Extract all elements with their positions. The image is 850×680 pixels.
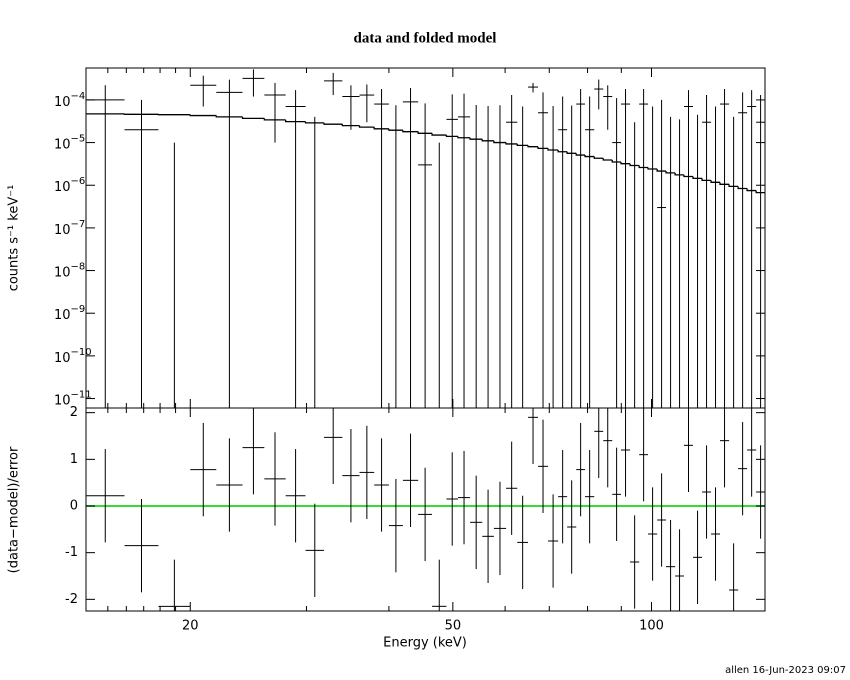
y-tick-label: 2 [70, 405, 78, 420]
model-step [323, 122, 343, 125]
y-tick-label: 10−4 [54, 91, 85, 110]
y-tick-label: 10−5 [54, 134, 85, 153]
y-tick-exp: −4 [71, 91, 86, 102]
model-step [665, 171, 676, 174]
model-step [431, 133, 447, 136]
y-tick-exp: −5 [71, 134, 86, 145]
y-tick-label: -1 [65, 545, 78, 560]
y-axis-label: (data−model)/error [7, 446, 22, 573]
model-step [719, 182, 730, 185]
model-step [341, 124, 360, 127]
model-step [527, 145, 539, 148]
model-step [629, 163, 640, 167]
model-step [241, 116, 265, 119]
plot-frame [85, 407, 766, 612]
y-tick-label: 10−9 [54, 304, 85, 323]
model-step [417, 131, 433, 134]
y-tick-exp: −7 [71, 219, 86, 230]
model-step [728, 184, 739, 188]
x-tick-label: 100 [639, 619, 664, 634]
model-step [620, 162, 631, 165]
y-tick-label: 10−7 [54, 219, 85, 238]
model-step [701, 178, 712, 182]
model-step [737, 186, 748, 190]
model-step [575, 153, 586, 156]
y-tick-base: 10 [54, 265, 71, 280]
model-step [638, 165, 649, 169]
y-tick-exp: −9 [71, 304, 86, 315]
axes: 20 50 10010−410−510−610−710−810−910−1010−1… [54, 67, 766, 634]
model-step [537, 146, 549, 150]
model-step [755, 190, 765, 194]
x-axis-label: Energy (keV) [383, 636, 467, 651]
model-step [746, 188, 757, 192]
model-step [566, 151, 577, 154]
model-step [505, 142, 518, 145]
model-step [611, 160, 621, 163]
y-tick-exp: −10 [71, 347, 92, 358]
model-step [493, 140, 507, 144]
model-step [215, 115, 243, 118]
y-tick-base: 10 [54, 222, 71, 237]
x-tick-label: 20 [182, 619, 199, 634]
y-tick-base: 10 [54, 308, 71, 323]
y-tick-base: 10 [54, 350, 71, 365]
model-step [304, 121, 325, 124]
y-tick-base: 10 [54, 180, 71, 195]
model-step [647, 167, 658, 170]
model-step [189, 114, 217, 117]
model-step [457, 136, 471, 139]
model-step [710, 180, 720, 183]
y-tick-label: 1 [70, 452, 78, 467]
y-tick-base: 10 [54, 393, 71, 408]
footer: allen 16-Jun-2023 09:07 [725, 665, 846, 676]
model-step [516, 143, 529, 147]
model-step [358, 125, 375, 128]
y-tick-label: 10−11 [54, 390, 92, 409]
model-step [481, 139, 494, 142]
model-step [656, 169, 667, 172]
model-step [373, 127, 389, 130]
y-tick-label: 10−8 [54, 262, 85, 281]
model-step [285, 119, 306, 123]
bottom-plot [86, 408, 765, 611]
model-step [674, 172, 684, 176]
model-step [402, 130, 419, 133]
y-tick-base: 10 [54, 94, 71, 109]
y-tick-exp: −6 [71, 176, 86, 187]
model-step [263, 118, 286, 121]
model-step [692, 176, 703, 180]
model-step [683, 174, 694, 178]
y-tick-label: 10−10 [54, 347, 92, 366]
model-step [388, 128, 403, 131]
model-step [547, 148, 559, 151]
top-plot [86, 69, 765, 408]
y-tick-exp: −8 [71, 262, 86, 273]
model-step [593, 156, 604, 159]
y-axis-label: counts s⁻¹ keV⁻¹ [7, 185, 22, 292]
y-tick-base: 10 [54, 137, 71, 152]
model-step [602, 158, 613, 161]
y-tick-exp: −11 [71, 390, 92, 401]
y-tick-label: 0 [70, 499, 78, 514]
model-step [557, 149, 568, 153]
model-step [584, 155, 595, 158]
chart-title: data and folded model [354, 30, 497, 46]
model-step [469, 137, 483, 140]
model-step [445, 135, 458, 137]
y-tick-label: -2 [65, 592, 78, 607]
x-tick-label: 50 [445, 619, 462, 634]
y-tick-label: 10−6 [54, 176, 85, 195]
